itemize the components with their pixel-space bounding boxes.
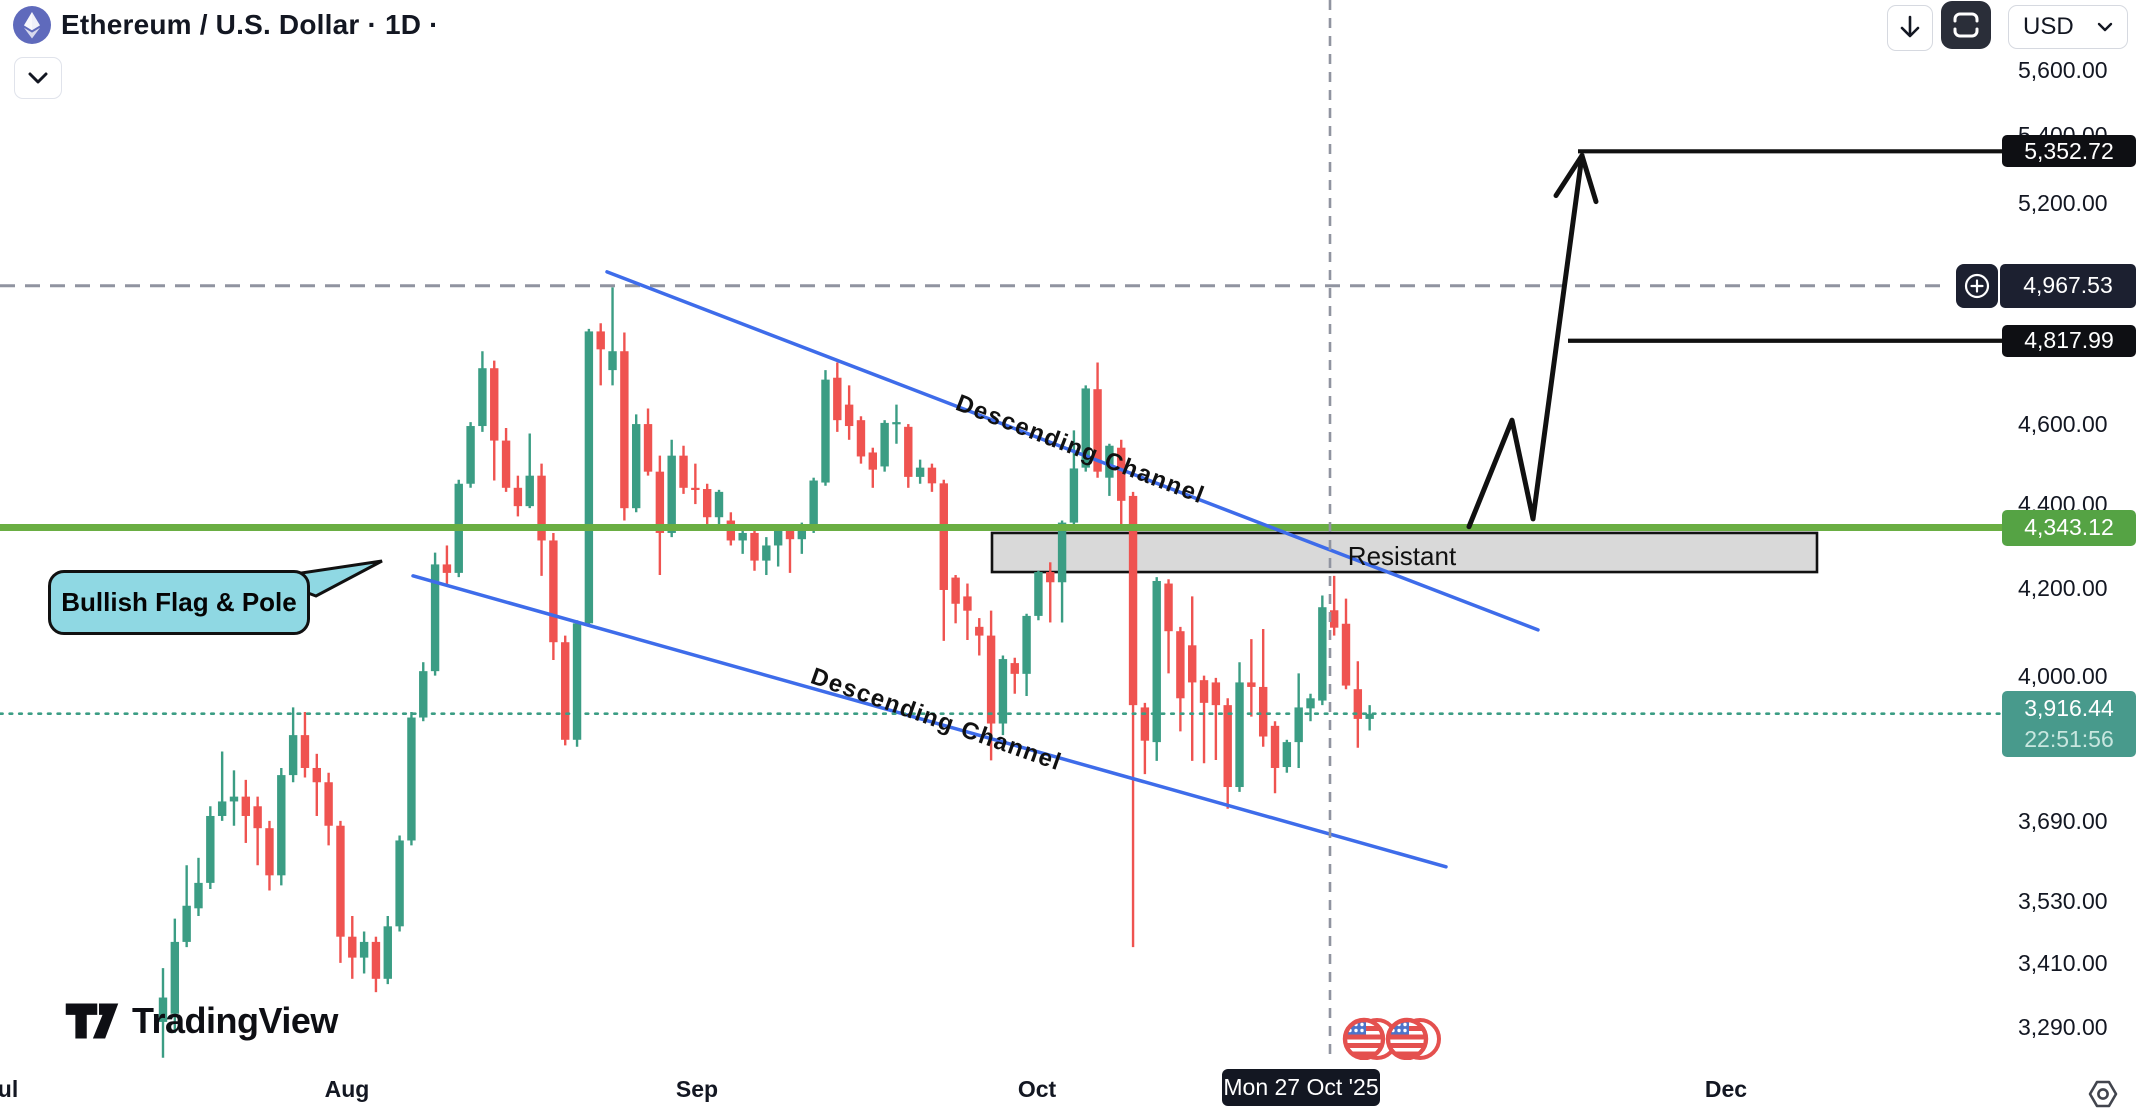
download-arrow-icon <box>1900 15 1920 38</box>
add-alert-plus-button[interactable] <box>1956 263 1998 308</box>
time-tick-label: Sep <box>675 1076 719 1102</box>
current-price-badge[interactable]: 3,916.44 22:51:56 <box>2002 690 2136 757</box>
settings-icon[interactable] <box>2085 1076 2121 1112</box>
currency-dropdown[interactable]: USD <box>2008 5 2128 49</box>
price-level-badge[interactable]: 4,343.12 <box>2002 509 2136 546</box>
symbol-title[interactable]: Ethereum / U.S. Dollar · 1D · <box>61 9 439 40</box>
projection-arrow[interactable] <box>1466 153 1585 530</box>
price-tick-label: 3,410.00 <box>2018 949 2108 976</box>
price-level-badge[interactable]: 4,817.99 <box>2002 324 2136 357</box>
trendline-upper[interactable] <box>605 270 1540 632</box>
chevron-down-icon <box>28 72 48 84</box>
chevron-down-icon <box>2097 22 2113 32</box>
plus-circle-icon <box>1964 273 1990 298</box>
time-tick-label: ul <box>0 1076 19 1102</box>
crosshair-date-badge: Mon 27 Oct '25 <box>1222 1069 1380 1106</box>
download-button[interactable] <box>1887 5 1933 51</box>
price-tick-label: 3,290.00 <box>2018 1014 2108 1041</box>
resistance-zone-label[interactable]: Resistant <box>1347 541 1457 571</box>
tradingview-logo-icon <box>65 1003 119 1039</box>
price-tick-label: 4,000.00 <box>2018 662 2108 689</box>
price-tick-label: 4,600.00 <box>2018 411 2108 438</box>
last-price-value: 3,916.44 <box>2024 694 2114 721</box>
us-flag-event-icon[interactable] <box>1385 1017 1441 1061</box>
tradingview-logo-text: TradingView <box>132 1000 338 1041</box>
candlestick-series <box>158 287 1374 1058</box>
time-tick-label: Aug <box>324 1076 370 1102</box>
price-tick-label: 3,690.00 <box>2018 807 2108 834</box>
ethereum-logo-icon <box>13 6 51 44</box>
trendline-lower[interactable] <box>411 574 1448 869</box>
price-level-badge[interactable]: 4,967.53 <box>2000 263 2136 308</box>
collapse-toolbar-button[interactable] <box>14 57 62 99</box>
price-tick-label: 5,200.00 <box>2018 190 2108 217</box>
currency-value: USD <box>2023 13 2074 40</box>
time-tick-label: Dec <box>1704 1076 1748 1102</box>
fullscreen-icon <box>1953 12 1979 38</box>
bullish-flag-callout[interactable]: Bullish Flag & Pole <box>48 570 310 635</box>
price-tick-label: 5,600.00 <box>2018 57 2108 83</box>
tradingview-logo: TradingView <box>64 1000 338 1042</box>
time-axis[interactable]: ul Aug Sep Oct Dec <box>0 1060 2136 1112</box>
us-flag-event-icon[interactable] <box>1342 1017 1398 1061</box>
price-tick-label: 4,200.00 <box>2018 574 2108 601</box>
price-level-badge[interactable]: 5,352.72 <box>2002 135 2136 168</box>
price-tick-label: 3,530.00 <box>2018 887 2108 914</box>
fullscreen-button[interactable] <box>1941 1 1991 49</box>
bar-countdown: 22:51:56 <box>2024 725 2114 752</box>
time-tick-label: Oct <box>1017 1076 1057 1102</box>
